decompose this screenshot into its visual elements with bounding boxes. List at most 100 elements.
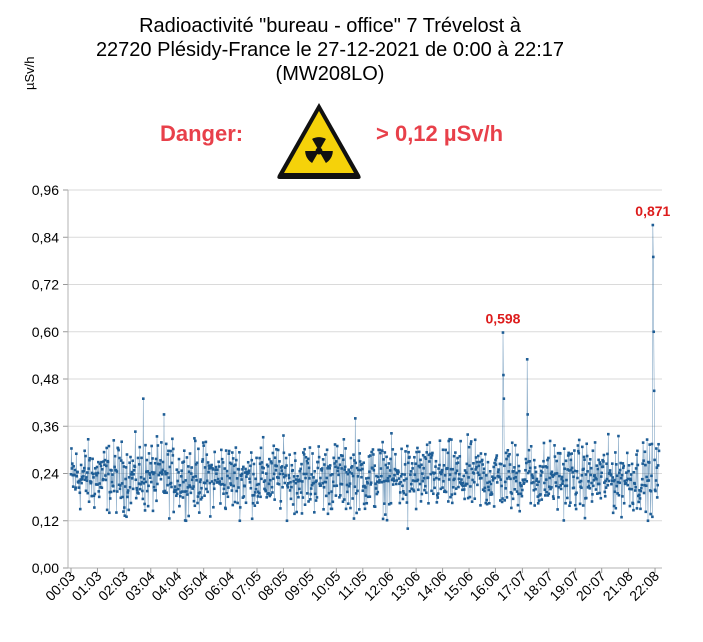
data-point	[84, 454, 87, 458]
data-point	[586, 470, 589, 473]
data-point	[649, 489, 653, 493]
data-point	[657, 449, 661, 453]
data-point	[294, 459, 297, 462]
data-point	[465, 482, 469, 486]
data-point	[368, 454, 372, 457]
data-point	[547, 485, 551, 489]
data-point	[573, 449, 576, 452]
data-point	[650, 474, 653, 478]
data-point	[276, 482, 280, 485]
data-point	[441, 486, 444, 489]
data-point	[628, 487, 631, 491]
x-tick-label: 05:04	[175, 568, 211, 604]
data-point	[440, 470, 443, 474]
x-tick-label: 02:03	[95, 568, 131, 604]
data-point	[522, 481, 526, 485]
data-point	[418, 465, 421, 469]
data-point	[417, 488, 420, 492]
data-point	[291, 468, 295, 472]
data-point	[80, 475, 84, 479]
data-point	[362, 461, 365, 465]
data-point	[394, 468, 398, 472]
data-point	[208, 515, 212, 518]
data-point	[420, 463, 423, 467]
data-point	[150, 470, 154, 474]
data-point	[487, 488, 491, 492]
data-point	[567, 451, 570, 455]
data-point	[127, 476, 131, 479]
data-point	[290, 485, 293, 489]
data-point	[622, 464, 626, 468]
data-point	[335, 444, 339, 448]
data-point	[621, 495, 624, 498]
data-point	[524, 468, 527, 472]
data-point	[410, 487, 414, 491]
data-point	[179, 494, 182, 498]
x-tick-label: 01:03	[68, 568, 104, 604]
data-point	[273, 456, 277, 459]
data-point	[528, 466, 532, 470]
data-point	[491, 475, 494, 478]
data-point	[361, 467, 364, 471]
data-point	[356, 489, 359, 493]
data-point	[460, 478, 463, 481]
data-point	[89, 480, 93, 484]
data-point	[632, 470, 636, 474]
data-point	[633, 482, 637, 486]
data-point	[324, 494, 328, 498]
data-point	[147, 484, 150, 488]
data-point	[96, 483, 99, 486]
data-point	[193, 504, 197, 508]
y-tick-label: 0,00	[32, 560, 59, 576]
data-point	[202, 481, 206, 485]
data-point	[129, 501, 133, 505]
data-point	[562, 462, 565, 466]
data-point	[324, 480, 328, 484]
data-point	[88, 456, 92, 460]
data-point	[563, 484, 567, 488]
data-point	[607, 432, 610, 436]
data-point	[621, 466, 625, 470]
data-point	[421, 472, 424, 475]
data-point	[141, 397, 145, 400]
data-point	[552, 473, 556, 477]
data-point	[119, 459, 123, 462]
data-point	[531, 476, 535, 480]
data-point	[382, 480, 386, 483]
data-point	[153, 461, 157, 465]
data-point	[172, 490, 176, 494]
data-point	[646, 479, 649, 482]
data-point	[297, 478, 301, 482]
data-point	[362, 502, 366, 506]
data-point	[354, 461, 358, 465]
data-point	[229, 482, 232, 485]
data-point	[250, 458, 254, 462]
data-point	[399, 480, 403, 484]
data-point	[486, 481, 489, 485]
data-point	[80, 481, 83, 485]
data-point	[608, 469, 612, 472]
data-point	[637, 500, 641, 504]
data-point	[350, 465, 354, 468]
data-point	[148, 472, 151, 475]
data-point	[176, 487, 180, 491]
data-point	[170, 485, 173, 489]
data-point	[361, 489, 365, 493]
data-point	[196, 501, 199, 505]
data-point	[237, 468, 241, 471]
data-point	[130, 473, 133, 476]
data-point	[639, 507, 642, 511]
data-point	[155, 499, 158, 503]
data-point	[563, 467, 566, 471]
data-point	[189, 491, 193, 495]
data-point	[535, 477, 539, 481]
data-point	[495, 456, 498, 460]
data-point	[645, 438, 649, 441]
data-point	[439, 487, 443, 491]
data-point	[264, 489, 268, 493]
data-point	[543, 488, 547, 492]
data-point	[149, 461, 153, 465]
data-point	[614, 451, 617, 454]
data-point	[184, 519, 188, 523]
data-point	[581, 504, 585, 507]
